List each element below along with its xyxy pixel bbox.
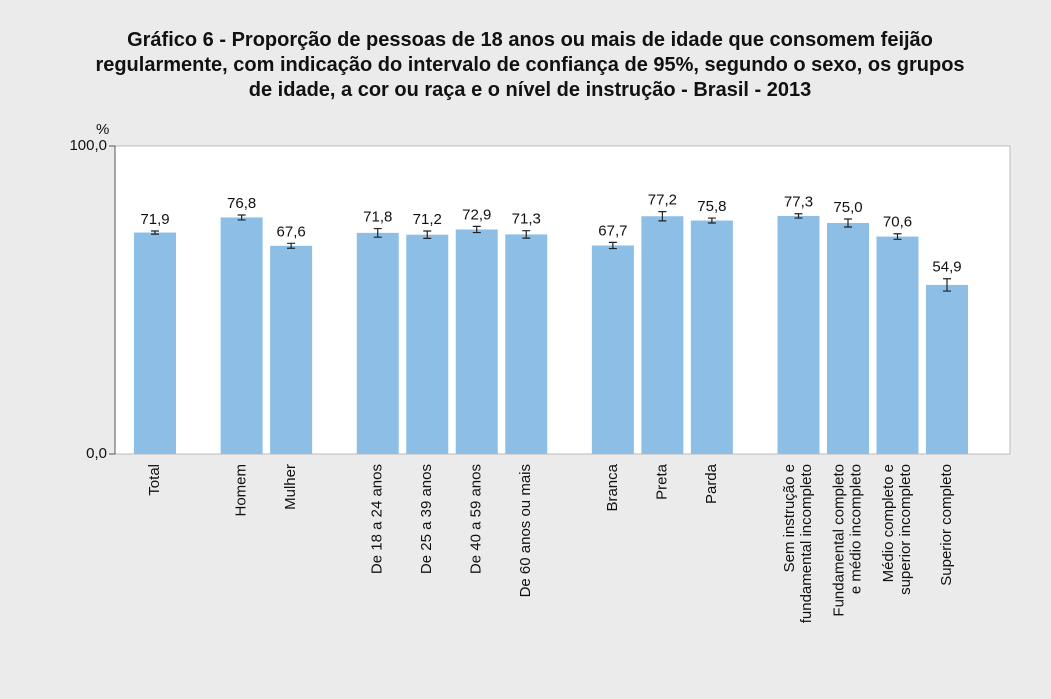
value-label: 71,8 [363, 209, 392, 226]
error-bar [844, 218, 852, 228]
bar [591, 245, 634, 454]
value-label: 54,9 [932, 259, 961, 276]
bar [777, 215, 820, 454]
x-tick-label: De 18 a 24 anos [369, 464, 386, 574]
value-label: 72,9 [462, 206, 491, 223]
value-label: 71,3 [512, 211, 541, 228]
chart-title: Gráfico 6 - Proporção de pessoas de 18 a… [95, 29, 965, 101]
bar [406, 234, 449, 454]
value-label: 76,8 [227, 195, 256, 212]
x-tick-label: Mulher [282, 464, 299, 510]
error-bar [373, 227, 382, 238]
error-bar [151, 230, 159, 235]
value-label: 67,6 [277, 223, 306, 240]
error-bar [423, 230, 432, 239]
y-unit: % [96, 121, 109, 138]
value-label: 67,7 [598, 222, 627, 239]
error-bar [287, 242, 296, 249]
x-tick-label: Total [146, 464, 163, 496]
bar [690, 220, 733, 454]
bar [827, 223, 869, 454]
error-bar [794, 213, 803, 219]
error-bar [472, 225, 481, 234]
error-bar [522, 230, 531, 239]
bar [270, 245, 313, 454]
error-bar [608, 241, 617, 250]
bar [455, 229, 498, 454]
value-label: 70,6 [883, 214, 912, 231]
error-bar [658, 211, 667, 222]
x-tick-label: Preta [653, 463, 670, 500]
value-label: 77,2 [648, 192, 677, 209]
bar [220, 217, 263, 454]
y-tick-label: 0,0 [86, 445, 107, 462]
x-tick-label: Fundamental completo [830, 464, 847, 617]
bar [641, 216, 684, 454]
y-tick-label: 100,0 [69, 137, 107, 154]
value-label: 77,3 [784, 194, 813, 211]
x-tick-label: fundamental incompleto [798, 464, 815, 623]
error-bar [943, 278, 951, 292]
value-label: 71,9 [140, 211, 169, 228]
value-label: 71,2 [413, 211, 442, 228]
x-tick-label: Sem instrução e [781, 464, 798, 572]
error-bar [237, 214, 246, 221]
bar [134, 232, 176, 454]
x-tick-label: Médio completo e [880, 464, 897, 582]
bar [356, 232, 399, 454]
value-label: 75,8 [697, 198, 726, 215]
x-tick-label: superior incompleto [897, 464, 914, 595]
x-tick-label: Branca [604, 463, 621, 511]
x-tick-label: De 40 a 59 anos [468, 464, 485, 574]
bar [876, 236, 919, 454]
error-bar [893, 233, 902, 240]
bar [926, 284, 968, 454]
x-tick-label: e médio incompleto [847, 464, 864, 594]
error-bar [707, 217, 716, 224]
x-tick-label: Superior completo [938, 464, 955, 586]
bar [505, 234, 548, 454]
value-label: 75,0 [833, 199, 862, 216]
x-tick-label: Parda [703, 463, 720, 504]
x-tick-label: De 25 a 39 anos [418, 464, 435, 574]
x-tick-label: De 60 anos ou mais [517, 464, 534, 597]
x-tick-label: Homem [233, 464, 250, 517]
